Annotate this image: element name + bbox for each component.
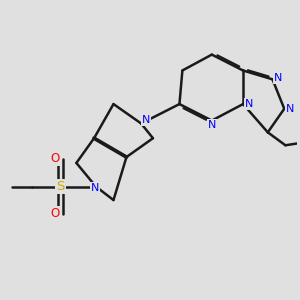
Text: O: O: [50, 152, 59, 165]
Text: N: N: [142, 115, 150, 125]
Text: S: S: [56, 180, 65, 193]
Text: N: N: [208, 120, 216, 130]
Text: N: N: [286, 104, 294, 114]
Text: N: N: [274, 73, 283, 83]
Text: N: N: [91, 183, 99, 193]
Text: N: N: [245, 99, 253, 109]
Text: O: O: [50, 207, 59, 220]
